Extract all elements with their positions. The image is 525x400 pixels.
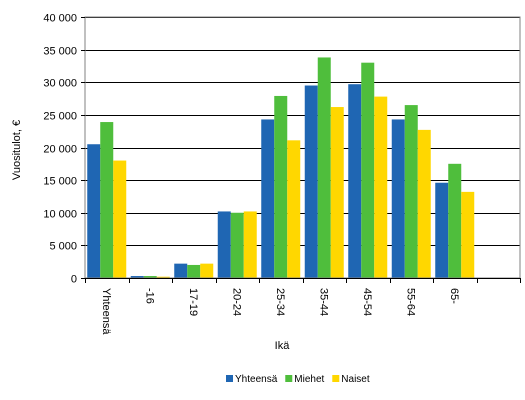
y-tick-label: 0 [71, 274, 77, 286]
bar [261, 119, 275, 278]
x-tick-label: -16 [143, 288, 155, 304]
bar [304, 85, 318, 278]
bar [113, 160, 127, 278]
legend-swatch [226, 375, 233, 382]
y-tick-label: 25 000 [43, 111, 77, 123]
x-tick-labels: Yhteensä -16 17-19 20-24 25-34 35-44 45-54 55-6… [100, 288, 460, 335]
x-tick-label: 45-54 [361, 288, 373, 316]
x-tick-label: 25-34 [274, 288, 286, 316]
bar [130, 276, 144, 278]
y-axis-title: Vuositulot, € [11, 120, 23, 180]
y-tick-label: 30 000 [43, 78, 77, 90]
bar [348, 84, 362, 279]
bar [274, 95, 288, 278]
bar [87, 144, 101, 278]
bar [417, 129, 431, 278]
legend-swatch [332, 375, 340, 382]
bar [217, 211, 231, 278]
x-tick-label: Yhteensä [100, 288, 112, 335]
bar [461, 191, 475, 278]
legend-label: Miehet [294, 374, 324, 385]
gridlines [85, 17, 520, 246]
bar [435, 182, 449, 278]
bar [374, 96, 388, 278]
bar [391, 119, 405, 278]
bar [243, 211, 257, 278]
bar [361, 62, 375, 278]
y-tick-label: 20 000 [43, 144, 77, 156]
x-tick-label: 65- [448, 288, 460, 304]
y-tick-label: 10 000 [43, 209, 77, 221]
bar [200, 263, 214, 278]
x-tick-label: 20-24 [230, 288, 242, 316]
bars [87, 57, 475, 279]
legend-label: Yhteensä [235, 374, 278, 385]
bar [100, 122, 114, 279]
legend-swatch [285, 375, 293, 382]
y-tick-label: 15 000 [43, 176, 77, 188]
bar [404, 105, 418, 279]
legend-label: Naiset [341, 374, 370, 385]
bar [317, 57, 331, 278]
bar [230, 212, 244, 278]
x-axis-title: Ikä [275, 340, 291, 352]
y-tick-label: 40 000 [43, 13, 77, 25]
y-tick-label: 35 000 [43, 46, 77, 58]
axes [81, 16, 521, 283]
bar [287, 140, 301, 278]
bar [174, 263, 188, 278]
bar [143, 276, 157, 278]
bar [448, 163, 462, 278]
y-tick-label: 5 000 [49, 241, 77, 253]
bar [187, 264, 201, 278]
x-tick-label: 17-19 [187, 288, 199, 316]
x-tick-label: 55-64 [404, 288, 416, 316]
x-tick-label: 35-44 [317, 288, 329, 316]
legend: Yhteensä Miehet Naiset [226, 374, 370, 385]
bar [156, 276, 170, 278]
y-tick-labels: 0 5 000 10 000 15 000 20 000 25 000 30 000 35 0… [43, 13, 77, 286]
bar [330, 107, 344, 278]
